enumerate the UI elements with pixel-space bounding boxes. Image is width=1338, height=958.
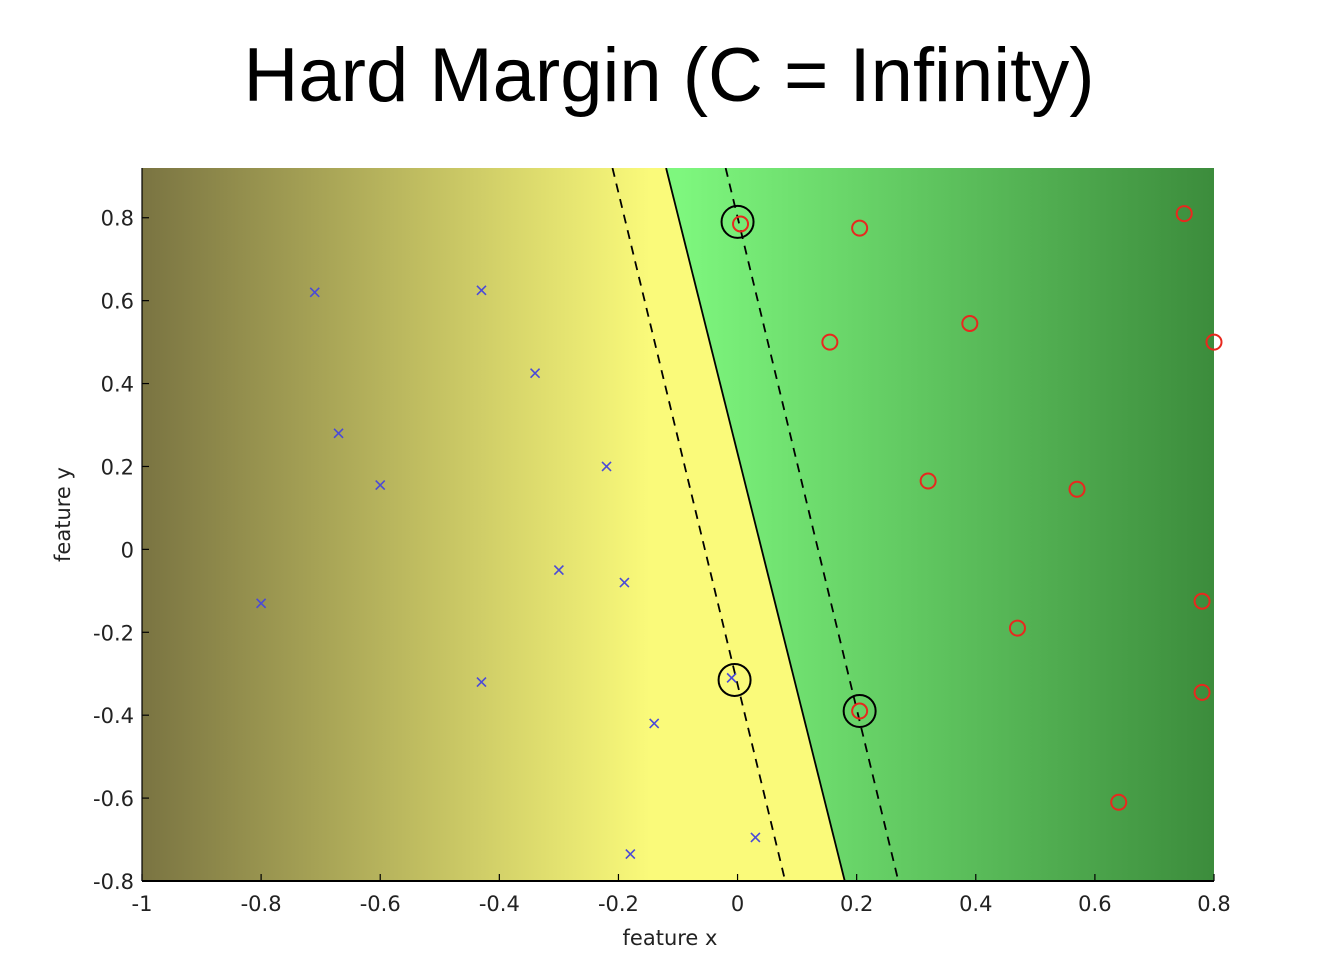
y-tick-label: -0.6 — [93, 787, 134, 811]
data-point-o — [851, 702, 869, 720]
support-vector-ring — [717, 662, 752, 697]
boundary-lines — [611, 168, 900, 881]
data-point-x — [476, 676, 487, 688]
data-point-o — [851, 219, 869, 237]
y-axis-label: feature y — [51, 467, 75, 562]
region-positive — [666, 168, 1214, 881]
data-point-o — [1068, 480, 1086, 498]
data-point-o — [961, 314, 979, 332]
data-point-o — [919, 472, 937, 490]
y-tick-label: 0.6 — [101, 290, 134, 314]
y-tick-label: 0.8 — [101, 207, 134, 231]
y-tick-label: -0.2 — [93, 621, 134, 645]
x-tick-label: -0.6 — [360, 892, 401, 916]
data-point-x — [333, 428, 344, 439]
x-tick-label: 0.4 — [959, 892, 992, 916]
x-tick-label: 0.8 — [1197, 892, 1230, 916]
x-marker-stroke — [726, 672, 737, 683]
data-point-o — [821, 333, 839, 351]
data-point-o — [732, 215, 750, 233]
region-negative — [142, 168, 845, 881]
data-point-x — [309, 287, 320, 298]
slide-title: Hard Margin (C = Infinity) — [243, 33, 1095, 118]
x-marker-stroke — [553, 565, 564, 576]
support-vector-ring — [842, 694, 877, 729]
x-marker-stroke — [530, 368, 541, 379]
data-point-x — [256, 598, 267, 609]
data-point-o — [1205, 333, 1223, 351]
data-point-x — [726, 672, 737, 683]
data-point-x — [530, 368, 541, 379]
data-point-o — [1193, 592, 1211, 610]
data-point-x — [476, 285, 487, 296]
data-point-o — [1193, 683, 1211, 701]
plot-background — [142, 168, 1214, 881]
x-axis-label: feature x — [623, 926, 718, 950]
data-point-o — [1175, 205, 1193, 223]
margin-line-0 — [611, 168, 787, 881]
data-point-x — [375, 480, 386, 491]
x-tick-label: -0.8 — [241, 892, 282, 916]
y-tick-label: -0.4 — [93, 704, 134, 728]
x-marker-stroke — [476, 676, 487, 688]
x-tick-label: 0 — [731, 892, 744, 916]
y-tick-label: 0 — [121, 538, 134, 562]
data-point-x — [619, 577, 630, 588]
margin-line-1 — [724, 168, 900, 881]
x-marker-stroke — [309, 287, 320, 298]
x-tick-label: -1 — [132, 892, 153, 916]
data-points — [256, 204, 1223, 860]
y-tick-label: -0.8 — [93, 870, 134, 894]
data-point-x — [649, 718, 660, 729]
data-point-o — [1110, 793, 1128, 811]
axes: -1 -0.8 -0.6 -0.4 -0.2 0 0.2 0.4 0.6 0.8-0.8-0.6-… — [93, 168, 1231, 916]
x-tick-label: 0.2 — [840, 892, 873, 916]
data-point-x — [750, 832, 761, 843]
support-vector-ring — [720, 204, 755, 239]
x-marker-stroke — [750, 832, 761, 843]
decision-boundary-line — [665, 168, 846, 881]
y-tick-label: 0.2 — [101, 455, 134, 479]
x-marker-stroke — [375, 480, 386, 491]
data-point-x — [553, 565, 564, 576]
data-point-o — [1008, 619, 1026, 637]
x-tick-label: 0.6 — [1078, 892, 1111, 916]
x-marker-stroke — [256, 598, 267, 609]
data-point-x — [601, 461, 612, 472]
x-marker-stroke — [601, 461, 612, 472]
x-tick-label: -0.4 — [479, 892, 520, 916]
x-marker-stroke — [619, 577, 630, 588]
x-marker-stroke — [476, 285, 487, 296]
x-marker-stroke — [649, 718, 660, 729]
y-tick-label: 0.4 — [101, 373, 134, 397]
x-marker-stroke — [333, 428, 344, 439]
x-tick-label: -0.2 — [598, 892, 639, 916]
data-point-x — [625, 848, 636, 860]
x-marker-stroke — [625, 848, 636, 860]
